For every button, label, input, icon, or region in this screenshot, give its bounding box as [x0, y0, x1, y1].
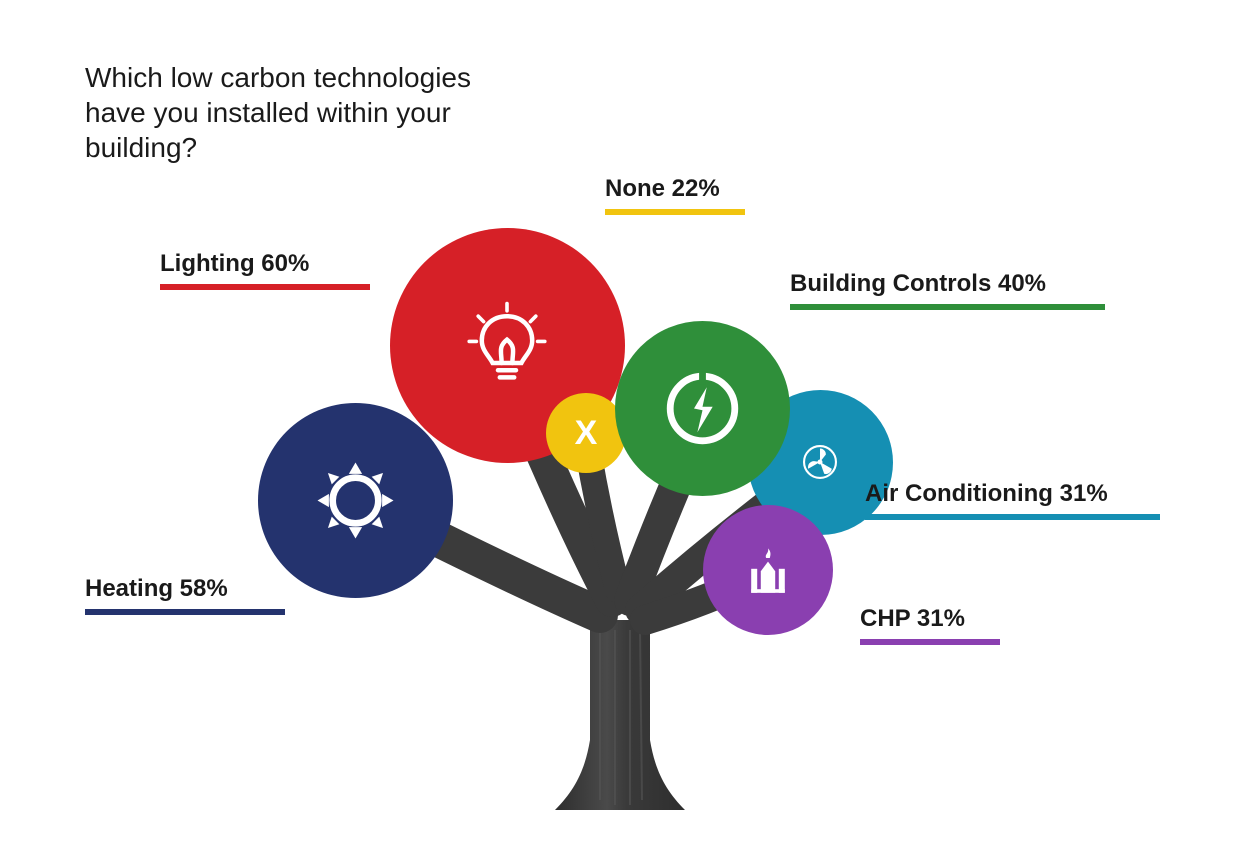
- label-air-conditioning: Air Conditioning 31%: [865, 480, 1160, 520]
- label-none-text: None 22%: [605, 175, 745, 203]
- label-lighting-text: Lighting 60%: [160, 250, 370, 278]
- label-none-rule: [605, 209, 745, 215]
- x-icon: X: [575, 414, 598, 453]
- label-lighting: Lighting 60%: [160, 250, 370, 290]
- label-air-conditioning-text: Air Conditioning 31%: [865, 480, 1160, 508]
- label-chp: CHP 31%: [860, 605, 1000, 645]
- label-building-controls: Building Controls 40%: [790, 270, 1105, 310]
- label-chp-rule: [860, 639, 1000, 645]
- label-none: None 22%: [605, 175, 745, 215]
- label-heating-rule: [85, 609, 285, 615]
- circle-building-controls: [615, 321, 790, 496]
- label-air-conditioning-rule: [865, 514, 1160, 520]
- bolt-icon: [660, 366, 745, 451]
- label-lighting-rule: [160, 284, 370, 290]
- infographic-stage: Which low carbon technologies have you i…: [0, 0, 1238, 851]
- lightbulb-icon: [462, 300, 552, 390]
- circle-chp: [703, 505, 833, 635]
- sun-icon: [308, 453, 403, 548]
- label-building-controls-rule: [790, 304, 1105, 310]
- label-chp-text: CHP 31%: [860, 605, 1000, 633]
- label-heating-text: Heating 58%: [85, 575, 285, 603]
- label-building-controls-text: Building Controls 40%: [790, 270, 1105, 298]
- circle-none: X: [546, 393, 626, 473]
- circle-heating: [258, 403, 453, 598]
- chp-plant-icon: [738, 540, 798, 600]
- fan-icon: [799, 441, 841, 483]
- label-heating: Heating 58%: [85, 575, 285, 615]
